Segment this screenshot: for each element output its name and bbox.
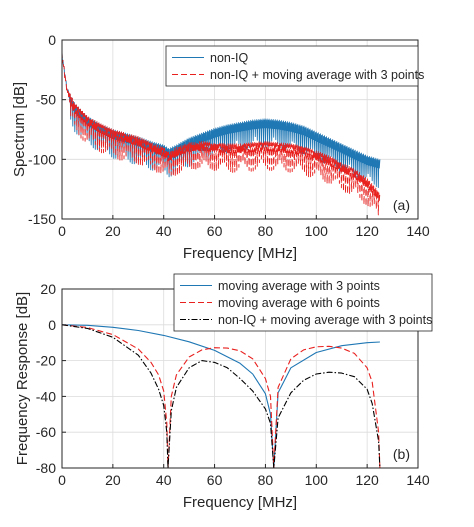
x-tick-label: 0 bbox=[58, 223, 66, 239]
y-tick-label: -20 bbox=[36, 353, 56, 369]
series-line-2 bbox=[62, 51, 381, 216]
legend-label-1: non-IQ bbox=[210, 51, 248, 65]
x-tick-label: 20 bbox=[105, 472, 121, 488]
y-tick-label: -150 bbox=[28, 211, 56, 227]
legend-label-3: non-IQ + moving average with 3 points bbox=[218, 313, 432, 327]
series-line-1 bbox=[62, 324, 380, 468]
legend: moving average with 3 points moving avera… bbox=[173, 273, 433, 332]
axes-frame bbox=[61, 39, 419, 220]
y-tick-label: -80 bbox=[36, 460, 56, 476]
x-tick-label: 80 bbox=[258, 472, 274, 488]
x-tick-label: 140 bbox=[406, 223, 430, 239]
y-tick-label: -60 bbox=[36, 424, 56, 440]
legend: non-IQ non-IQ + moving average with 3 poi… bbox=[165, 45, 424, 87]
y-tick-label: -100 bbox=[28, 151, 56, 167]
x-tick-label: 60 bbox=[207, 223, 223, 239]
y-tick-label: 0 bbox=[48, 317, 56, 333]
series-line-3 bbox=[62, 324, 381, 468]
y-tick-label: 20 bbox=[40, 281, 56, 297]
x-axis-label: Frequency [MHz] bbox=[183, 245, 297, 262]
legend-box bbox=[173, 273, 433, 332]
x-tick-label: 80 bbox=[258, 223, 274, 239]
y-tick-label: -40 bbox=[36, 388, 56, 404]
legend-label-2: non-IQ + moving average with 3 points bbox=[210, 68, 424, 82]
x-tick-label: 0 bbox=[58, 472, 66, 488]
x-tick-label: 40 bbox=[156, 472, 172, 488]
y-axis-label: Frequency Response [dB] bbox=[14, 292, 31, 465]
y-axis-label: Spectrum [dB] bbox=[11, 82, 28, 177]
y-tick-label: 0 bbox=[48, 32, 56, 48]
legend-label-1: moving average with 3 points bbox=[218, 279, 380, 293]
x-tick-label: 60 bbox=[207, 472, 223, 488]
legend-label-2: moving average with 6 points bbox=[218, 296, 380, 310]
series-group bbox=[62, 51, 381, 216]
x-tick-label: 120 bbox=[355, 223, 379, 239]
x-tick-label: 20 bbox=[105, 223, 121, 239]
series-group bbox=[62, 324, 381, 468]
panel-label: (b) bbox=[393, 446, 410, 462]
panel-label: (a) bbox=[393, 197, 410, 213]
x-tick-label: 100 bbox=[305, 223, 329, 239]
legend-box bbox=[165, 45, 419, 87]
chart-panel-b: 0 20 40 60 80 100 120 140 20 0 -20 -40 -60 -80 Frequen… bbox=[14, 273, 433, 511]
x-axis-label: Frequency [MHz] bbox=[183, 494, 297, 511]
x-tick-label: 40 bbox=[156, 223, 172, 239]
x-tick-label: 140 bbox=[406, 472, 430, 488]
chart-panel-a: 0 20 40 60 80 100 120 140 0 -50 -100 -150 Frequency … bbox=[11, 32, 430, 262]
y-tick-label: -50 bbox=[36, 92, 56, 108]
x-tick-label: 120 bbox=[355, 472, 379, 488]
x-tick-label: 100 bbox=[305, 472, 329, 488]
